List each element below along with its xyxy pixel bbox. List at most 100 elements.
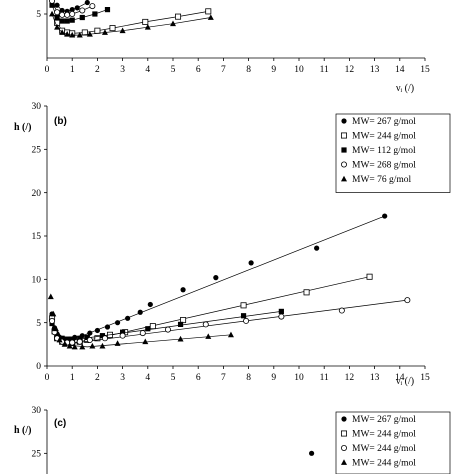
legend-box	[335, 113, 451, 193]
data-point-series-5	[79, 343, 86, 350]
data-point-series-3	[49, 2, 55, 8]
x-tick-label: 2	[95, 373, 100, 383]
data-point-series-5	[170, 20, 176, 27]
data-point-series-2	[81, 29, 88, 36]
data-point-series-1	[213, 275, 219, 281]
data-point-series-5	[142, 338, 149, 345]
data-point-series-3	[278, 308, 284, 314]
data-point-series-5	[54, 24, 61, 30]
x-tick-label: 5	[171, 373, 176, 383]
x-tick-label: 15	[420, 65, 430, 75]
data-point-series-1	[248, 260, 254, 266]
data-point-series-4	[404, 297, 411, 304]
fit-line-series-2	[56, 11, 209, 34]
data-point-series-3	[99, 333, 106, 339]
data-point-series-1	[94, 327, 100, 334]
x-axis-label: νᵢ (/)	[396, 376, 414, 387]
data-point-series-5	[49, 10, 56, 17]
legend-entry: MW= 244 g/mol	[352, 430, 416, 440]
data-point-series-4	[338, 307, 345, 314]
data-point-series-3	[79, 14, 85, 21]
data-point-series-3	[145, 326, 151, 332]
data-point-series-4	[278, 313, 285, 320]
data-point-series-4	[69, 10, 76, 17]
data-point-series-1	[114, 320, 121, 326]
data-point-series-1	[59, 7, 65, 14]
data-point-series-5	[99, 342, 106, 349]
data-point-series-1	[382, 213, 388, 219]
data-point-series-3	[64, 336, 70, 342]
data-point-series-5	[144, 24, 151, 30]
legend-marker	[341, 175, 347, 182]
data-point-series-3	[104, 7, 111, 13]
x-tick-label: 14	[395, 373, 405, 383]
data-point-series-3	[120, 329, 126, 335]
legend-box	[335, 411, 451, 474]
y-tick-label: 30	[32, 102, 42, 112]
data-point-series-1	[104, 324, 111, 330]
y-tick-label: 25	[32, 450, 42, 460]
fit-line-series-5	[55, 328, 232, 348]
data-point-series-4	[54, 9, 61, 16]
legend-entry: MW= 244 g/mol	[352, 132, 416, 142]
data-point-series-4	[139, 330, 146, 337]
data-point-series-1	[309, 450, 315, 456]
data-point-series-4	[69, 339, 76, 346]
data-point-series-5	[76, 31, 83, 38]
data-point-series-5	[227, 331, 234, 338]
legend-entry: MW= 267 g/mol	[352, 415, 416, 425]
data-point-series-2	[205, 8, 212, 15]
legend-entry: MW= 76 g/mol	[352, 175, 412, 185]
fit-line-series-3	[57, 311, 282, 341]
x-tick-label: 8	[246, 373, 251, 383]
x-tick-label: 4	[145, 373, 150, 383]
legend-marker	[340, 444, 347, 451]
y-tick-label: 15	[32, 232, 42, 242]
y-tick-label: 5	[36, 10, 41, 20]
data-point-series-1	[180, 287, 186, 293]
data-point-series-1	[137, 309, 143, 315]
data-point-series-5	[114, 340, 121, 346]
legend-entry: MW= 112 g/mol	[352, 146, 416, 156]
x-tick-label: 3	[120, 65, 125, 75]
data-point-series-3	[54, 14, 60, 21]
legend-entry: MW= 268 g/mol	[352, 161, 416, 171]
legend-marker	[341, 118, 347, 124]
data-point-series-3	[69, 336, 75, 342]
data-point-series-5	[101, 29, 108, 35]
data-point-series-3	[77, 335, 83, 341]
x-tick-label: 15	[420, 373, 430, 383]
data-point-series-3	[59, 18, 65, 24]
data-point-series-5	[56, 336, 63, 343]
data-point-series-4	[49, 0, 56, 4]
data-point-series-5	[64, 31, 71, 37]
x-tick-label: 7	[221, 373, 226, 383]
data-point-series-1	[87, 330, 93, 336]
data-point-series-5	[66, 342, 73, 349]
data-point-series-3	[84, 334, 90, 340]
data-point-series-1	[69, 7, 75, 13]
data-point-series-3	[240, 313, 247, 319]
data-point-series-1	[74, 5, 80, 11]
data-point-series-3	[64, 18, 70, 24]
legend-marker	[341, 147, 347, 153]
data-point-series-1	[54, 2, 60, 8]
data-point-series-4	[86, 336, 93, 343]
data-point-series-2	[142, 18, 149, 25]
x-tick-label: 12	[345, 65, 355, 75]
data-point-series-5	[71, 343, 78, 350]
data-point-series-4	[76, 338, 83, 345]
data-point-series-3	[177, 321, 184, 327]
x-tick-label: 1	[70, 65, 75, 75]
x-tick-label: 6	[196, 65, 201, 75]
data-point-series-5	[207, 14, 214, 20]
x-tick-label: 0	[45, 373, 50, 383]
legend-marker	[340, 132, 347, 139]
x-tick-label: 11	[320, 373, 329, 383]
x-tick-label: 10	[294, 65, 304, 75]
legend-marker	[340, 430, 347, 437]
y-axis-label: h (/)	[14, 425, 32, 436]
y-tick-label: 20	[32, 189, 42, 199]
